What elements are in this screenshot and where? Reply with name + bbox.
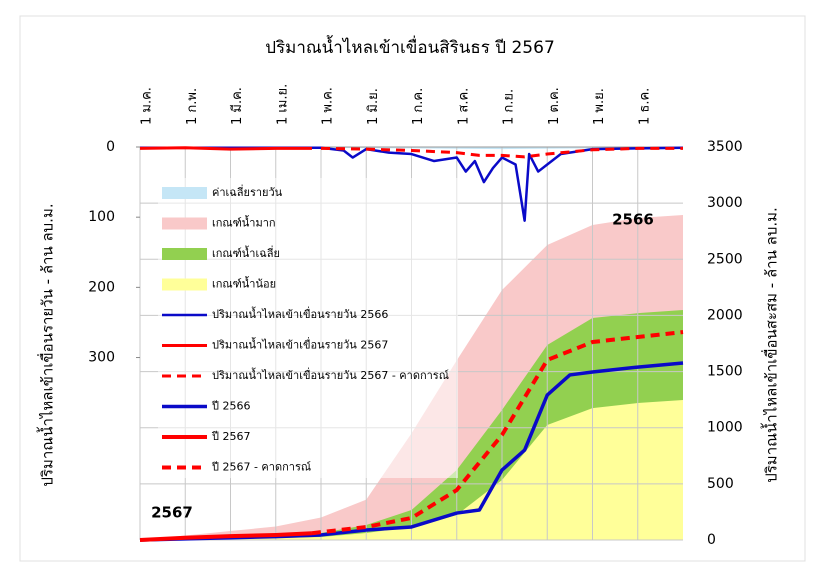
y2-tick-label: 3500 [707,139,743,155]
chart-title: ปริมาณน้ำไหลเข้าเขื่อนสิรินธร ปี 2567 [265,35,555,58]
series-line [311,330,684,536]
legend-label: ปริมาณน้ำไหลเข้าเขื่อนรายวัน 2566 [212,306,388,321]
legend-label: ปี 2567 - คาดการณ์ [211,461,311,474]
series-line [320,146,683,159]
y-tick-label: 0 [106,139,115,155]
y2-tick-label: 0 [707,532,716,548]
legend-label: ปริมาณน้ำไหลเข้าเขื่อนรายวัน 2567 - คาดก… [212,367,449,382]
x-tick-label: 1 ม.ค. [140,87,155,125]
series-line [140,146,684,222]
y-tick-label: 300 [88,350,115,366]
y-axis-label: ปริมาณน้ำไหลเข้าเขื่อนรายวัน - ล้าน ลบ.ม… [37,203,57,486]
x-tick-label: 1 ส.ค. [456,88,471,125]
annotation: 2567 [151,504,193,522]
x-tick-label: 1 เม.ย. [275,84,290,125]
legend-label: ปริมาณน้ำไหลเข้าเขื่อนรายวัน 2567 [212,337,388,352]
x-tick-label: 1 ต.ค. [547,87,562,125]
y2-tick-label: 1000 [707,420,743,436]
x-tick-label: 1 ก.พ. [185,88,200,125]
x-tick-label: 1 มี.ค. [229,87,245,125]
legend-label: เกณฑ์น้ำเฉลี่ย [212,245,280,260]
y-tick-label: 100 [88,209,115,225]
legend-swatch [162,248,207,260]
y2-tick-label: 1500 [707,364,743,380]
legend-swatch [162,217,207,230]
y2-tick-label: 2000 [707,307,743,323]
x-tick-label: 1 พ.ย. [592,88,607,125]
legend-label: ปี 2567 [211,430,251,443]
x-tick-label: 1 พ.ค. [321,87,336,125]
frame [19,15,806,562]
legend-swatch [162,278,207,291]
x-tick-label: 1 ก.ค. [411,88,426,125]
x-tick-label: 1 ธ.ค. [637,88,652,125]
y2-tick-label: 3000 [707,195,743,211]
legend-box [158,178,458,478]
legend-label: ค่าเฉลี่ยรายวัน [212,184,283,199]
series-line [139,531,313,542]
y2-tick-label: 2500 [707,251,743,267]
legend-swatch [162,187,207,199]
x-tick-label: 1 ก.ย. [502,89,517,125]
x-tick-label: 1 มิ.ย. [366,88,381,125]
legend-label: เกณฑ์น้ำมาก [212,215,276,230]
annotation: 2566 [612,211,654,229]
y2-axis-label: ปริมาณน้ำไหลเข้าเขื่อนสะสม - ล้าน ลบ.ม. [761,207,781,483]
y-tick-label: 200 [88,279,115,295]
legend-label: เกณฑ์น้ำน้อย [212,276,276,291]
series-line [139,146,312,151]
y2-tick-label: 500 [707,476,734,492]
legend-label: ปี 2566 [211,400,251,413]
